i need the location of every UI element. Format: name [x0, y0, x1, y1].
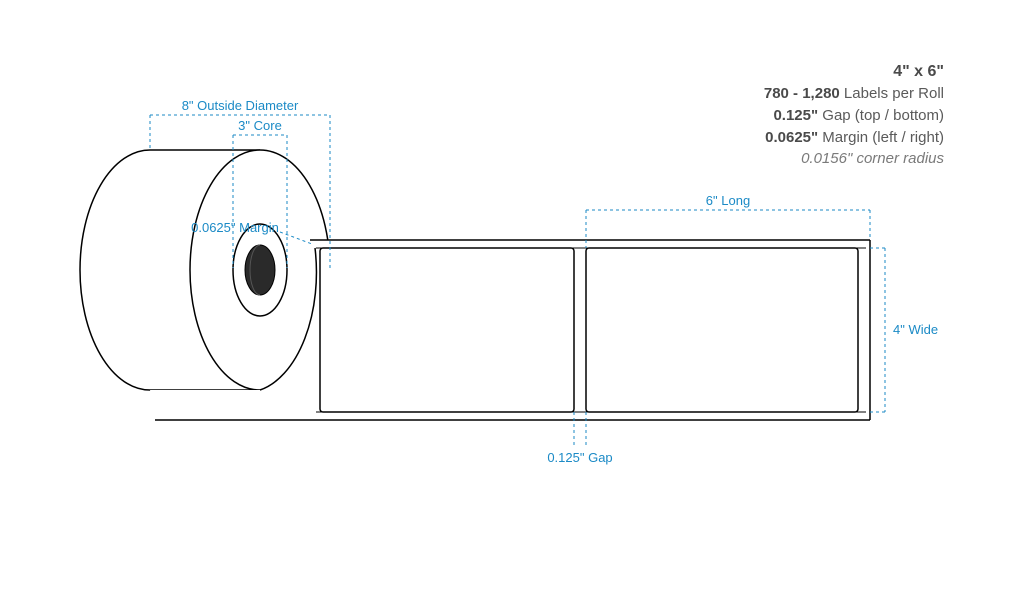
spec-gap: 0.125" Gap (top / bottom) [764, 105, 944, 127]
outside-diameter-label: 8" Outside Diameter [182, 98, 299, 113]
gap-label: 0.125" Gap [547, 450, 612, 465]
spec-block: 4" x 6" 780 - 1,280 Labels per Roll 0.12… [764, 60, 944, 170]
label-2 [586, 248, 858, 412]
spec-radius: 0.0156" corner radius [764, 148, 944, 170]
spec-count: 780 - 1,280 Labels per Roll [764, 83, 944, 105]
margin-label: 0.0625" Margin [191, 220, 279, 235]
spec-margin: 0.0625" Margin (left / right) [764, 127, 944, 149]
dim-wide: 4" Wide [870, 248, 938, 412]
label-1 [320, 248, 574, 412]
core-label: 3" Core [238, 118, 282, 133]
wide-label: 4" Wide [893, 322, 938, 337]
long-label: 6" Long [706, 193, 750, 208]
roll [80, 150, 330, 390]
spec-size: 4" x 6" [764, 60, 944, 83]
